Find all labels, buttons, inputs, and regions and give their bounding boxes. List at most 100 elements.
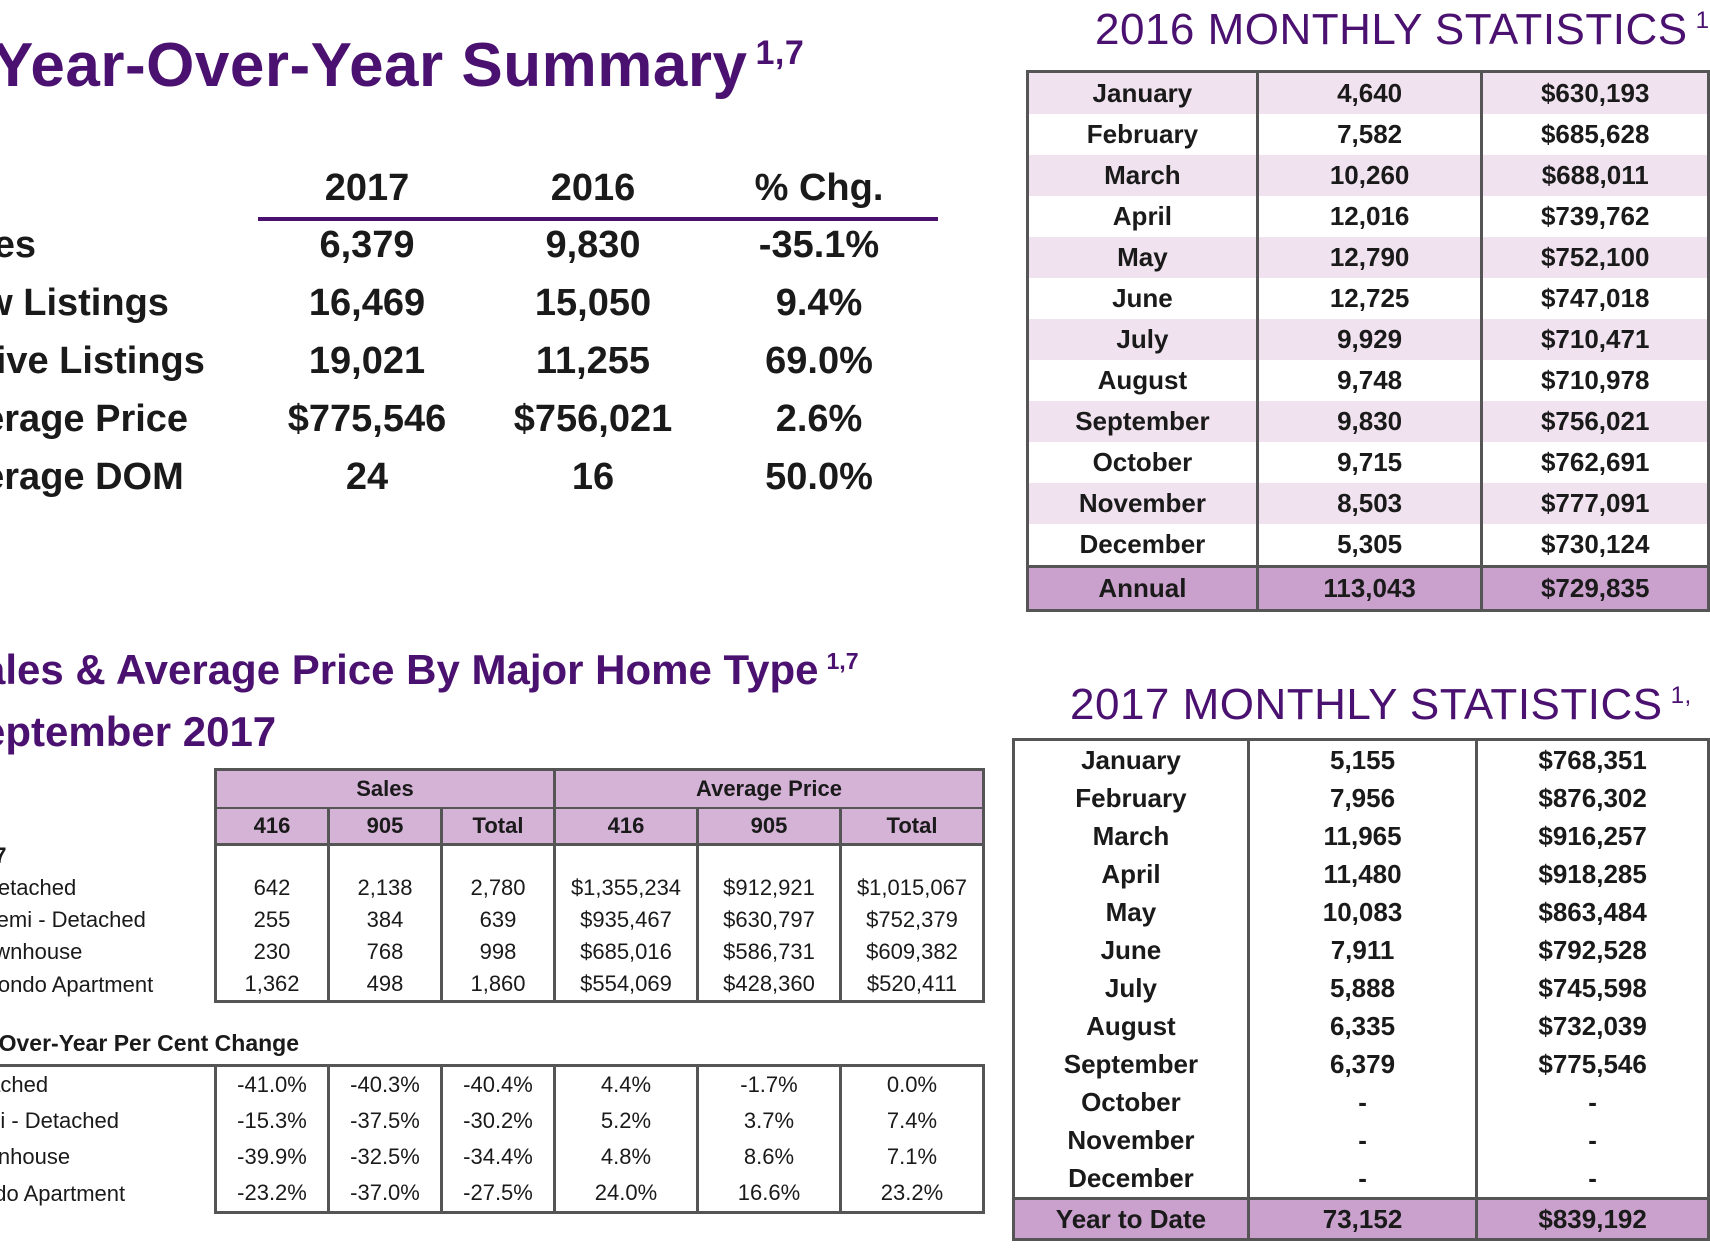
yoy-value-chg: 50.0% <box>765 455 873 498</box>
yoy-value-2016: $756,021 <box>513 397 673 440</box>
sub-header: 416 <box>553 807 698 846</box>
price-cell: $918,285 <box>1475 855 1710 893</box>
empty-cell <box>839 840 985 872</box>
pct-cell: -23.2% <box>214 1175 329 1214</box>
yoy-value-chg: 69.0% <box>765 339 873 382</box>
pct-cell: -37.5% <box>327 1103 442 1139</box>
month-cell: December <box>1012 1159 1250 1199</box>
home-type-title-text: ales & Average Price By Major Home Type <box>0 646 819 693</box>
table-row: September 9,830 $756,021 <box>1026 401 1710 442</box>
table-row: April 11,480 $918,285 <box>1012 855 1710 893</box>
table-row: April 12,016 $739,762 <box>1026 196 1710 237</box>
sub-header: Total <box>839 807 985 846</box>
month-cell: November <box>1026 483 1259 524</box>
yoy-value-2017: 19,021 <box>308 339 426 382</box>
price-cell: $756,021 <box>1480 401 1710 442</box>
yoy-header-rule <box>258 217 938 221</box>
sales-cell: 6,379 <box>1246 1045 1479 1083</box>
sales-cell: 7,911 <box>1246 931 1479 969</box>
table-row: Detached 642 2,138 2,780 $1,355,234 $912… <box>0 872 985 904</box>
table-row: January 5,155 $768,351 <box>1012 739 1710 779</box>
value-cell: $520,411 <box>839 968 985 1003</box>
pct-cell: -37.0% <box>327 1175 442 1214</box>
price-cell: $752,100 <box>1480 237 1710 278</box>
empty-cell <box>214 840 329 872</box>
pct-cell: 7.1% <box>839 1139 985 1175</box>
sales-cell: 12,790 <box>1255 237 1484 278</box>
table-row: June 7,911 $792,528 <box>1012 931 1710 969</box>
home-type-label: Condo Apartment <box>0 971 154 997</box>
yoy-row-average-dom: verage DOM 24 16 50.0% <box>0 448 932 506</box>
value-cell: 255 <box>214 904 329 936</box>
sales-cell: 9,830 <box>1255 401 1484 442</box>
stats-2017-table: January 5,155 $768,351 February 7,956 $876,3… <box>1012 738 1710 1241</box>
pct-cell: 0.0% <box>839 1065 985 1103</box>
stats-2017-superscript: 1, <box>1670 682 1692 710</box>
pct-cell: -39.9% <box>214 1139 329 1175</box>
table-row: June 12,725 $747,018 <box>1026 278 1710 319</box>
home-type-label: Detached <box>0 875 77 900</box>
home-type-label: ownhouse <box>0 939 83 964</box>
table-row: September 6,379 $775,546 <box>1012 1045 1710 1083</box>
value-cell: 768 <box>327 936 442 968</box>
month-cell: November <box>1012 1121 1250 1159</box>
table-row: Condo Apartment 1,362 498 1,860 $554,069… <box>0 968 985 1003</box>
pct-cell: 24.0% <box>553 1175 698 1214</box>
sales-cell: 9,715 <box>1255 442 1484 483</box>
table-row: ndo Apartment -23.2% -37.0% -27.5% 24.0%… <box>0 1175 985 1214</box>
empty-cell <box>696 840 841 872</box>
sub-header: 905 <box>696 807 841 846</box>
yoy-title-superscript: 1,7 <box>755 34 805 73</box>
month-cell: May <box>1026 237 1259 278</box>
price-cell: $777,091 <box>1480 483 1710 524</box>
value-cell: 230 <box>214 936 329 968</box>
pct-cell: 4.4% <box>553 1065 698 1103</box>
home-type-label: mi - Detached <box>0 1108 119 1133</box>
value-cell: $935,467 <box>553 904 698 936</box>
group-header-row: Sales Average Price <box>0 768 985 809</box>
price-cell: $630,193 <box>1480 71 1710 114</box>
sales-cell: - <box>1246 1121 1479 1159</box>
group-header-average-price: Average Price <box>553 768 985 808</box>
yoy-value-chg: -35.1% <box>758 223 880 266</box>
price-cell: $876,302 <box>1475 779 1710 817</box>
yoy-row-label: ales <box>0 223 36 266</box>
year-label-row: 17 <box>0 840 985 872</box>
home-type-label: ndo Apartment <box>0 1180 126 1206</box>
total-row: Year to Date 73,152 $839,192 <box>1012 1197 1710 1241</box>
month-cell: February <box>1012 779 1250 817</box>
header-blank <box>0 770 216 809</box>
price-cell: $747,018 <box>1480 278 1710 319</box>
price-cell: $730,124 <box>1480 524 1710 567</box>
yoy-value-chg: 2.6% <box>775 397 863 440</box>
table-row: March 11,965 $916,257 <box>1012 817 1710 855</box>
pct-cell: -40.4% <box>440 1065 555 1103</box>
table-row: August 6,335 $732,039 <box>1012 1007 1710 1045</box>
pct-cell: 4.8% <box>553 1139 698 1175</box>
sales-cell: 10,260 <box>1255 155 1484 196</box>
yoy-row-label: ctive Listings <box>0 339 205 382</box>
table-row: February 7,956 $876,302 <box>1012 779 1710 817</box>
sales-cell: 10,083 <box>1246 893 1479 931</box>
pct-cell: -41.0% <box>214 1065 329 1103</box>
year-label: 17 <box>0 843 7 868</box>
yoy-row-new-listings: ew Listings 16,469 15,050 9.4% <box>0 274 932 332</box>
price-cell: $732,039 <box>1475 1007 1710 1045</box>
sub-header: 416 <box>214 807 329 846</box>
value-cell: 2,780 <box>440 872 555 904</box>
pct-cell: 5.2% <box>553 1103 698 1139</box>
yoy-value-chg: 9.4% <box>775 281 863 324</box>
sales-cell: 11,965 <box>1246 817 1479 855</box>
yoy-value-2016: 16 <box>571 455 615 498</box>
table-row: May 12,790 $752,100 <box>1026 237 1710 278</box>
value-cell: $630,797 <box>696 904 841 936</box>
price-cell: $775,546 <box>1475 1045 1710 1083</box>
yoy-header-pct-chg: % Chg. <box>754 166 884 209</box>
pct-cell: -15.3% <box>214 1103 329 1139</box>
home-type-label: tached <box>0 1072 49 1097</box>
home-type-title: ales & Average Price By Major Home Type 1… <box>0 630 859 763</box>
pct-cell: 3.7% <box>696 1103 841 1139</box>
value-cell: $428,360 <box>696 968 841 1003</box>
month-cell: July <box>1026 319 1259 360</box>
month-cell: September <box>1012 1045 1250 1083</box>
